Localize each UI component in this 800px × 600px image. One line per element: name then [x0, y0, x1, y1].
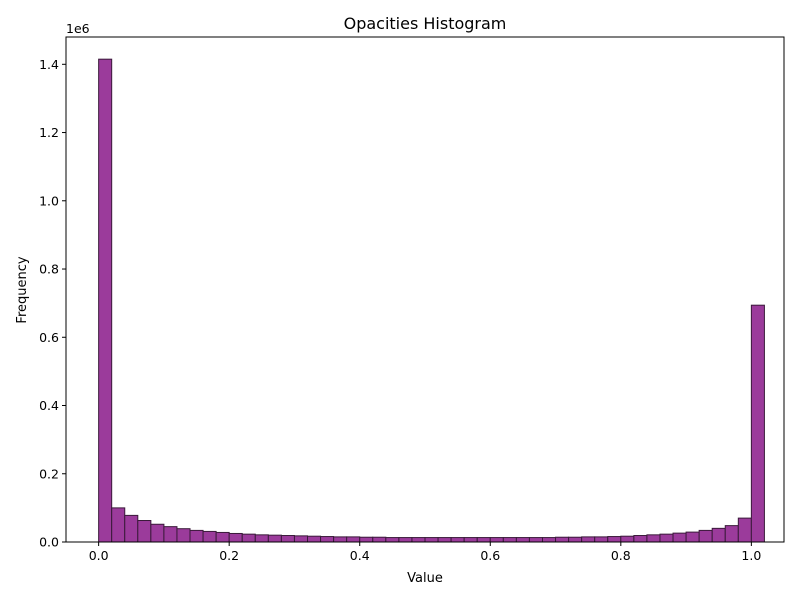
y-tick-label: 1.0 [39, 193, 59, 208]
x-tick-label: 1.0 [741, 548, 761, 563]
bars-group [98, 58, 765, 543]
x-axis-ticks: 0.0 0.2 0.4 0.6 0.8 1.0 [89, 542, 761, 563]
histogram-bar [698, 529, 713, 543]
y-tick-label: 0.4 [39, 398, 59, 413]
histogram-bar [293, 535, 309, 543]
histogram-bar [685, 531, 700, 543]
x-tick-label: 0.0 [89, 548, 109, 563]
y-axis-label: Frequency [15, 256, 30, 323]
histogram-bar [359, 536, 374, 543]
x-tick-label: 0.6 [480, 548, 500, 563]
histogram-bar [620, 535, 635, 543]
histogram-bar [320, 536, 335, 543]
histogram-bar [672, 532, 687, 543]
histogram-bar [515, 537, 530, 543]
histogram-bar [98, 58, 113, 543]
y-offset-label: 1e6 [66, 21, 90, 36]
histogram-bar [202, 530, 217, 543]
histogram-bar [150, 523, 165, 543]
histogram-bar [176, 528, 191, 543]
histogram-bar [568, 536, 583, 543]
histogram-bar [594, 536, 609, 543]
y-tick-label: 0.2 [39, 466, 59, 481]
histogram-bar [333, 536, 348, 543]
histogram-bar [659, 533, 674, 543]
histogram-bar [724, 525, 739, 543]
histogram-bar [346, 536, 361, 543]
histogram-bar [581, 536, 596, 543]
y-tick-label: 0.8 [39, 262, 59, 277]
x-tick-label: 0.2 [219, 548, 239, 563]
histogram-bar [163, 526, 178, 543]
histogram-bar [398, 537, 413, 543]
histogram-bar [502, 537, 517, 543]
histogram-bar [137, 520, 152, 543]
histogram-bar [111, 507, 126, 543]
histogram-bar [750, 304, 765, 543]
histogram-bar [463, 537, 478, 543]
histogram-bar [124, 514, 139, 543]
histogram-bar [437, 537, 452, 543]
histogram-bar [189, 529, 204, 543]
histogram-bar [372, 536, 387, 543]
histogram-bar [646, 534, 661, 543]
plot-frame [65, 36, 785, 543]
histogram-bar [267, 534, 282, 543]
histogram-bar [215, 531, 230, 543]
histogram-bar [450, 537, 465, 543]
x-tick-label: 0.4 [350, 548, 370, 563]
chart-title: Opacities Histogram [344, 14, 507, 33]
y-tick-label: 1.4 [39, 57, 59, 72]
histogram-bar [307, 535, 322, 543]
histogram-bar [280, 535, 295, 543]
histogram-bar [254, 534, 269, 543]
histogram-bar [411, 537, 426, 543]
histogram-bar [385, 537, 400, 543]
histogram-bar [424, 537, 439, 543]
y-tick-label: 1.2 [39, 125, 59, 140]
histogram-bar [633, 535, 648, 543]
histogram-bar [228, 532, 243, 543]
histogram-bar [541, 537, 557, 543]
histogram-bar [737, 517, 752, 543]
histogram-bar [528, 537, 543, 543]
y-axis-ticks: 0.0 0.2 0.4 0.6 0.8 1.0 1.2 1.4 [39, 57, 66, 550]
x-tick-label: 0.8 [611, 548, 631, 563]
histogram-bar [711, 527, 726, 543]
y-tick-label: 0.0 [39, 535, 59, 550]
y-tick-label: 0.6 [39, 330, 59, 345]
histogram-bar [241, 533, 256, 543]
x-axis-label: Value [407, 571, 443, 586]
histogram-bar [555, 536, 570, 543]
histogram-bar [476, 537, 491, 543]
histogram-bar [489, 537, 504, 543]
histogram-bar [607, 536, 622, 543]
